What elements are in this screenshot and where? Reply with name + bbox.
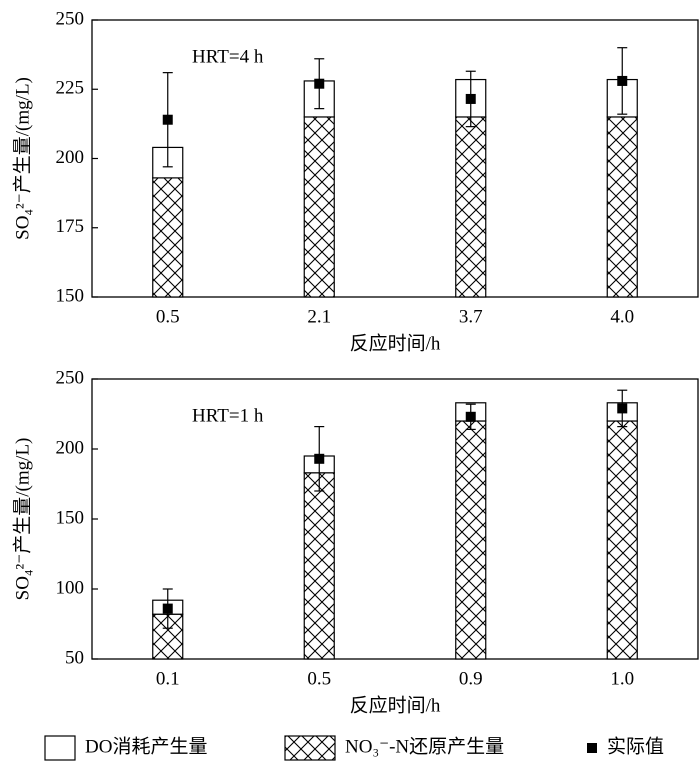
y-tick-label: 150: [56, 285, 85, 306]
bar-segment: [152, 177, 184, 298]
actual-point: [617, 403, 628, 414]
y-axis-label: SO₄²⁻产生量/(mg/L): [11, 438, 33, 601]
y-tick-label: 250: [56, 367, 85, 388]
y-tick-label: 200: [56, 437, 85, 458]
actual-point: [617, 75, 628, 86]
x-tick-label: 0.5: [156, 306, 180, 327]
x-axis-label: 反应时间/h: [350, 694, 441, 716]
x-tick-label: 0.5: [307, 668, 331, 689]
actual-point: [465, 411, 476, 422]
bar-segment: [303, 116, 335, 298]
x-tick-label: 0.1: [156, 668, 180, 689]
annotation: HRT=4 h: [192, 46, 264, 67]
actual-point: [465, 93, 476, 104]
annotation: HRT=1 h: [192, 405, 264, 426]
legend-swatch: [44, 735, 76, 761]
actual-point: [314, 453, 325, 464]
actual-point: [314, 78, 325, 89]
bar-segment: [455, 116, 487, 298]
bar-segment: [303, 472, 335, 660]
x-tick-label: 0.9: [459, 668, 483, 689]
bar-segment: [606, 116, 638, 298]
legend-label: DO消耗产生量: [85, 735, 207, 757]
actual-point: [162, 603, 173, 614]
y-tick-label: 50: [65, 647, 84, 668]
legend-label: NO₃⁻-N还原产生量: [345, 735, 504, 757]
actual-point: [162, 114, 173, 125]
y-tick-label: 200: [56, 147, 85, 168]
y-tick-label: 150: [56, 507, 85, 528]
legend-swatch: [587, 743, 597, 753]
bar-segment: [606, 420, 638, 660]
legend-swatch: [284, 735, 336, 761]
y-tick-label: 175: [56, 216, 85, 237]
x-axis-label: 反应时间/h: [350, 332, 441, 354]
y-tick-label: 250: [56, 8, 85, 29]
y-axis-label: SO₄²⁻产生量/(mg/L): [11, 77, 33, 240]
x-tick-label: 4.0: [610, 306, 634, 327]
x-tick-label: 3.7: [459, 306, 483, 327]
y-tick-label: 100: [56, 577, 85, 598]
x-tick-label: 1.0: [610, 668, 634, 689]
y-tick-label: 225: [56, 78, 85, 99]
bar-segment: [455, 420, 487, 660]
legend-label: 实际值: [607, 735, 664, 757]
x-tick-label: 2.1: [307, 306, 331, 327]
